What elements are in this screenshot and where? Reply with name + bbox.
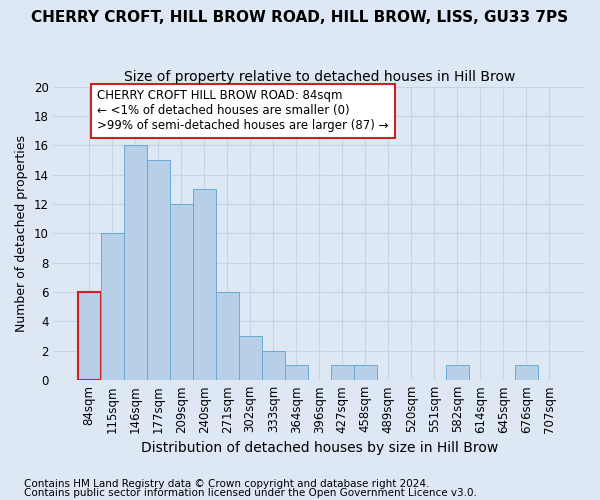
Text: Contains HM Land Registry data © Crown copyright and database right 2024.: Contains HM Land Registry data © Crown c… [24,479,430,489]
Bar [239,336,262,380]
Bar [446,366,469,380]
Bar [284,366,308,380]
Bar [215,292,239,380]
Bar [331,366,354,380]
Text: Contains public sector information licensed under the Open Government Licence v3: Contains public sector information licen… [24,488,477,498]
Bar [262,351,284,380]
Bar [515,366,538,380]
Bar [193,190,215,380]
Text: CHERRY CROFT, HILL BROW ROAD, HILL BROW, LISS, GU33 7PS: CHERRY CROFT, HILL BROW ROAD, HILL BROW,… [31,10,569,25]
Bar [146,160,170,380]
Bar [170,204,193,380]
Text: CHERRY CROFT HILL BROW ROAD: 84sqm
← <1% of detached houses are smaller (0)
>99%: CHERRY CROFT HILL BROW ROAD: 84sqm ← <1%… [97,90,389,132]
Bar [124,146,146,380]
Y-axis label: Number of detached properties: Number of detached properties [15,135,28,332]
Bar [354,366,377,380]
X-axis label: Distribution of detached houses by size in Hill Brow: Distribution of detached houses by size … [140,441,498,455]
Bar [101,234,124,380]
Title: Size of property relative to detached houses in Hill Brow: Size of property relative to detached ho… [124,70,515,84]
Bar [77,292,101,380]
